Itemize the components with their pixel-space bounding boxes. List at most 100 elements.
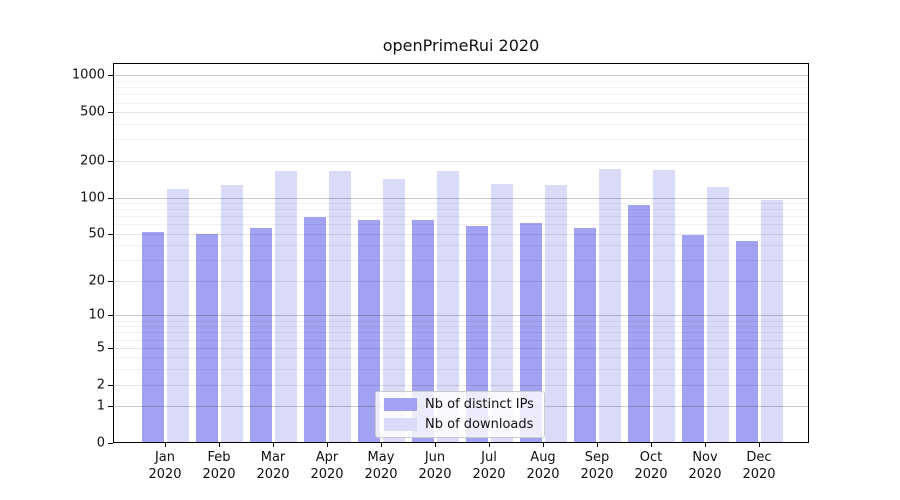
x-tick-label: Apr 2020 [310, 450, 344, 482]
y-tick-mark [108, 75, 113, 77]
y-tick-label: 200 [80, 153, 105, 169]
bar-distinct-ips-jun [411, 220, 434, 442]
bar-distinct-ips-oct [627, 205, 650, 442]
x-tick-label: Jun 2020 [418, 450, 452, 482]
bar-distinct-ips-aug [519, 223, 542, 442]
x-tick-mark [651, 443, 652, 447]
bar-distinct-ips-nov [681, 234, 704, 442]
gridline-minor [113, 224, 809, 226]
y-tick-mark [108, 443, 113, 444]
y-tick-label: 5 [96, 340, 105, 356]
x-tick-mark [489, 443, 490, 447]
bar-distinct-ips-jul [465, 226, 488, 442]
x-tick-label: Nov 2020 [688, 450, 722, 482]
y-tick-label: 50 [88, 226, 105, 242]
gridline-minor [113, 87, 809, 89]
gridline-minor [113, 139, 809, 141]
x-tick-mark [435, 443, 436, 447]
bar-downloads-dec [760, 199, 783, 442]
plot-area: Nb of distinct IPs Nb of downloads [108, 63, 809, 447]
x-tick-mark [381, 443, 382, 447]
axis-spine-left [113, 63, 114, 443]
x-tick-label: May 2020 [364, 450, 398, 482]
y-tick-mark [108, 406, 113, 408]
gridline-minor [113, 209, 809, 211]
gridline-minor [113, 203, 809, 204]
x-tick-label: Aug 2020 [526, 450, 560, 482]
x-tick-label: Oct 2020 [634, 450, 668, 482]
gridline-minor [113, 94, 809, 96]
y-tick-mark [108, 112, 113, 114]
bar-downloads-aug [544, 184, 567, 442]
x-tick-label: Jan 2020 [148, 450, 182, 482]
x-tick-mark [705, 443, 706, 447]
legend: Nb of distinct IPs Nb of downloads [375, 391, 545, 438]
bar-distinct-ips-dec [735, 240, 758, 442]
y-tick-label: 1 [96, 398, 105, 414]
x-tick-mark [327, 443, 328, 447]
legend-item-distinct-ips: Nb of distinct IPs [384, 397, 534, 412]
y-tick-mark [108, 384, 113, 386]
y-tick-label: 100 [80, 190, 105, 205]
x-tick-mark [759, 443, 760, 447]
y-tick-mark [108, 315, 113, 317]
axis-spine-top [113, 63, 809, 64]
bar-downloads-feb [220, 185, 243, 442]
y-tick-mark [108, 233, 113, 235]
x-tick-mark [543, 443, 544, 447]
x-tick-mark [273, 443, 274, 447]
bar-downloads-oct [652, 170, 675, 442]
x-axis-labels: Jan 2020 Feb 2020 Mar 2020 Apr 2020 May 2020… [113, 450, 809, 492]
x-tick-mark [219, 443, 220, 447]
bar-downloads-sep [598, 168, 621, 442]
y-tick-label: 20 [88, 273, 105, 289]
gridline-minor [113, 81, 809, 82]
bar-distinct-ips-sep [573, 227, 596, 442]
x-tick-mark [165, 443, 166, 447]
bar-downloads-jul [490, 183, 513, 442]
bar-distinct-ips-mar [249, 227, 272, 442]
y-tick-mark [108, 197, 113, 199]
y-tick-label: 1000 [71, 67, 105, 83]
bar-distinct-ips-apr [303, 217, 326, 442]
y-tick-label: 500 [80, 104, 105, 120]
legend-swatch-downloads [384, 418, 417, 431]
legend-label-distinct-ips: Nb of distinct IPs [425, 397, 534, 412]
y-tick-mark [108, 281, 113, 282]
bar-distinct-ips-feb [195, 233, 218, 442]
x-tick-label: Sep 2020 [580, 450, 614, 482]
x-tick-label: Jul 2020 [472, 450, 506, 482]
gridline-minor [113, 102, 809, 104]
x-tick-label: Feb 2020 [202, 450, 236, 482]
y-tick-label: 10 [88, 307, 105, 323]
gridline-major [113, 75, 809, 77]
gridline-minor [113, 216, 809, 218]
y-tick-mark [108, 160, 113, 162]
y-tick-mark [108, 347, 113, 349]
axis-spine-right [808, 63, 809, 443]
bar-downloads-jun [436, 170, 459, 442]
bar-downloads-jan [166, 189, 189, 442]
x-tick-mark [597, 443, 598, 447]
legend-label-downloads: Nb of downloads [425, 417, 534, 432]
y-axis-labels: 0 1 2 5 10 20 50 100 200 500 1000 [0, 63, 105, 451]
gridline-major [113, 112, 809, 114]
bar-distinct-ips-jan [141, 231, 164, 442]
bar-downloads-nov [706, 186, 729, 442]
gridline-major [113, 160, 809, 162]
axis-spine-bottom [113, 442, 809, 443]
chart-title: openPrimeRui 2020 [382, 36, 540, 55]
bar-distinct-ips-may [357, 220, 380, 442]
bar-downloads-may [382, 179, 405, 442]
x-tick-label: Mar 2020 [256, 450, 290, 482]
x-tick-label: Dec 2020 [742, 450, 776, 482]
y-tick-label: 0 [96, 435, 105, 451]
legend-item-downloads: Nb of downloads [384, 417, 534, 432]
bar-downloads-apr [328, 171, 351, 442]
y-tick-label: 2 [96, 377, 105, 393]
legend-swatch-distinct-ips [384, 398, 417, 411]
gridline-minor [113, 124, 809, 126]
bar-downloads-mar [274, 171, 297, 442]
gridline-major [113, 197, 809, 199]
